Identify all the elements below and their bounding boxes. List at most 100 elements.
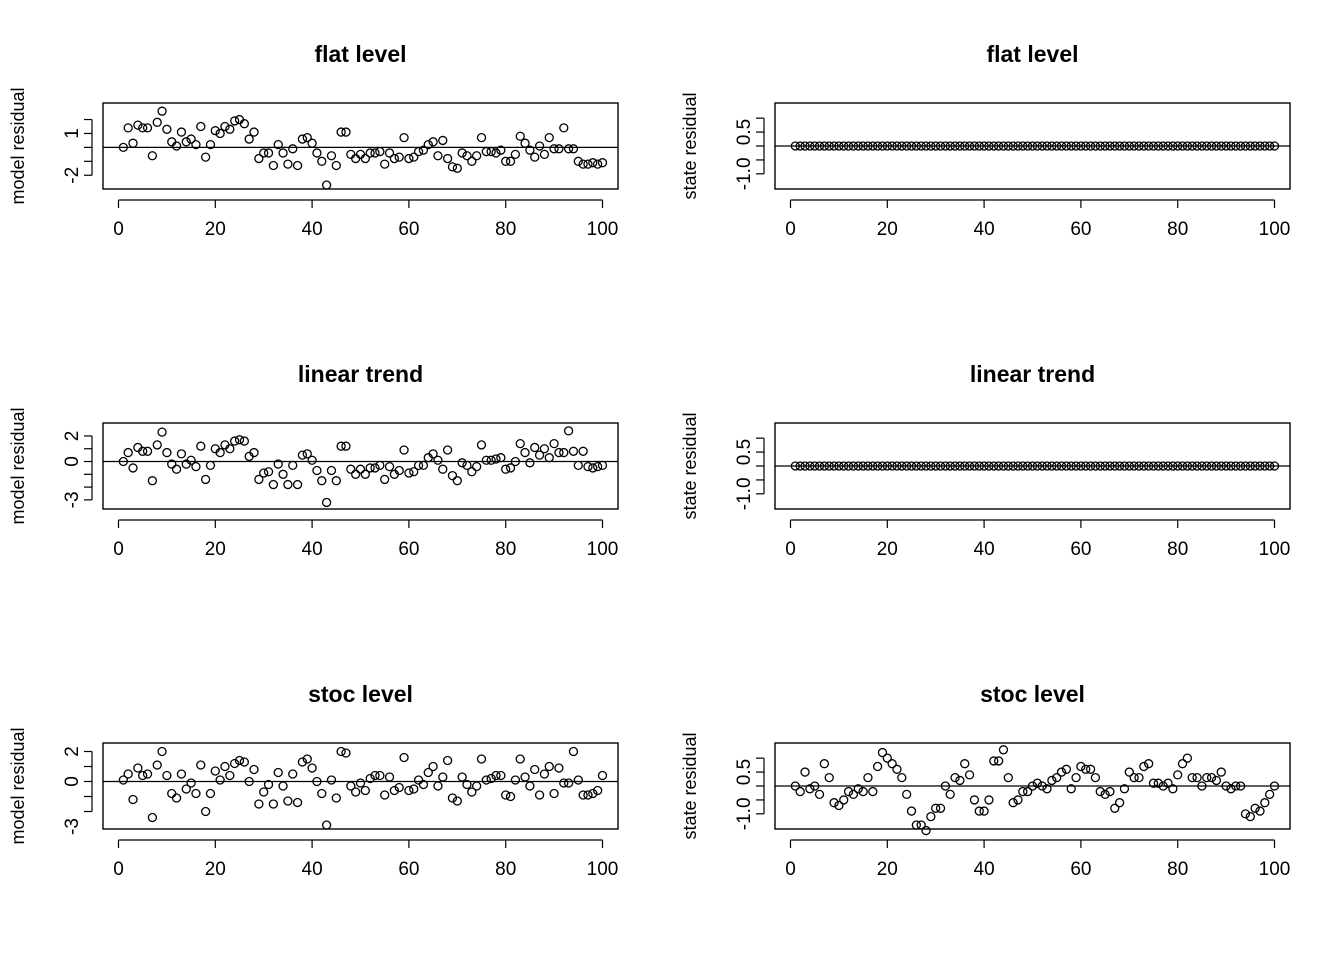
data-point	[1032, 461, 1042, 471]
data-point	[404, 785, 414, 796]
data-point	[162, 770, 172, 781]
data-point	[1071, 772, 1081, 783]
x-tick-label: 40	[974, 539, 995, 560]
data-point	[1269, 461, 1280, 471]
data-point	[1027, 781, 1038, 791]
data-point	[128, 138, 138, 148]
data-point	[138, 123, 148, 133]
data-point	[1197, 461, 1207, 471]
data-point	[1008, 798, 1018, 808]
data-point	[843, 461, 854, 471]
data-point	[1250, 803, 1260, 813]
data-point	[123, 123, 133, 133]
data-point	[418, 145, 429, 155]
data-point	[1192, 461, 1202, 471]
x-axis: 0 20 40 60 80 100	[785, 519, 1290, 560]
data-point	[998, 141, 1009, 151]
data-point	[278, 469, 288, 479]
data-point	[273, 767, 283, 778]
data-point	[244, 134, 254, 144]
x-tick-label: 40	[974, 219, 995, 240]
data-point	[501, 790, 511, 800]
data-point	[1013, 795, 1023, 805]
data-point	[940, 141, 951, 151]
data-point	[1110, 803, 1120, 813]
data-point	[505, 156, 516, 166]
data-point	[1182, 141, 1193, 151]
data-point	[467, 787, 477, 797]
data-point	[588, 463, 598, 473]
data-point	[1066, 141, 1076, 151]
data-point	[1056, 141, 1067, 151]
data-point	[215, 447, 225, 458]
data-point	[525, 781, 535, 791]
data-point	[1235, 141, 1246, 151]
data-point	[563, 144, 574, 154]
y-axis: -1.0 0.5	[734, 117, 765, 190]
data-point	[984, 461, 994, 471]
data-point	[210, 126, 220, 136]
data-point	[1255, 806, 1265, 816]
y-axis-label: state residual	[680, 412, 700, 519]
data-point	[326, 775, 337, 785]
data-point	[496, 453, 506, 463]
data-point	[1260, 798, 1270, 808]
data-point	[225, 444, 235, 454]
data-point	[955, 775, 965, 786]
data-point	[834, 461, 844, 471]
data-point	[472, 461, 482, 472]
data-point	[892, 764, 902, 774]
data-point	[1095, 461, 1105, 471]
data-point	[331, 160, 341, 171]
data-point	[897, 141, 907, 151]
data-point	[254, 153, 264, 164]
data-point	[573, 775, 583, 785]
data-point	[597, 460, 608, 471]
data-point	[964, 141, 975, 151]
data-point	[1134, 461, 1144, 471]
data-point	[945, 141, 955, 151]
y-axis-label: model residual	[8, 407, 28, 524]
data-points	[118, 426, 608, 508]
data-point	[394, 465, 404, 476]
data-point	[1216, 461, 1226, 471]
data-point	[1240, 141, 1251, 151]
data-point	[1139, 141, 1149, 151]
data-point	[1255, 461, 1265, 471]
data-point	[1265, 461, 1275, 471]
data-point	[989, 756, 999, 766]
data-point	[1037, 141, 1047, 151]
data-point	[950, 141, 960, 151]
x-tick-label: 60	[1070, 539, 1091, 560]
data-point	[1129, 461, 1139, 471]
data-point	[263, 779, 274, 790]
data-point	[853, 784, 863, 794]
data-point	[1085, 461, 1096, 471]
data-point	[1023, 461, 1033, 471]
data-point	[442, 445, 453, 455]
data-point	[399, 132, 409, 143]
data-point	[1027, 461, 1038, 471]
y-tick-label: 0.5	[734, 759, 755, 785]
data-point	[829, 461, 839, 471]
data-point	[1071, 461, 1081, 471]
data-point	[1003, 461, 1013, 471]
data-point	[438, 135, 448, 146]
x-tick-label: 0	[785, 859, 796, 880]
data-point	[1250, 461, 1260, 471]
data-point	[1144, 141, 1154, 151]
data-point	[588, 788, 598, 799]
data-point	[418, 779, 429, 790]
data-point	[457, 772, 467, 782]
data-point	[887, 141, 897, 151]
data-point	[196, 121, 206, 132]
data-point	[931, 461, 941, 471]
data-point	[549, 788, 559, 799]
data-point	[331, 476, 341, 486]
data-point	[848, 141, 859, 151]
x-tick-label: 80	[1167, 859, 1188, 880]
data-point	[196, 760, 206, 770]
data-point	[573, 156, 583, 166]
data-point	[559, 123, 569, 133]
